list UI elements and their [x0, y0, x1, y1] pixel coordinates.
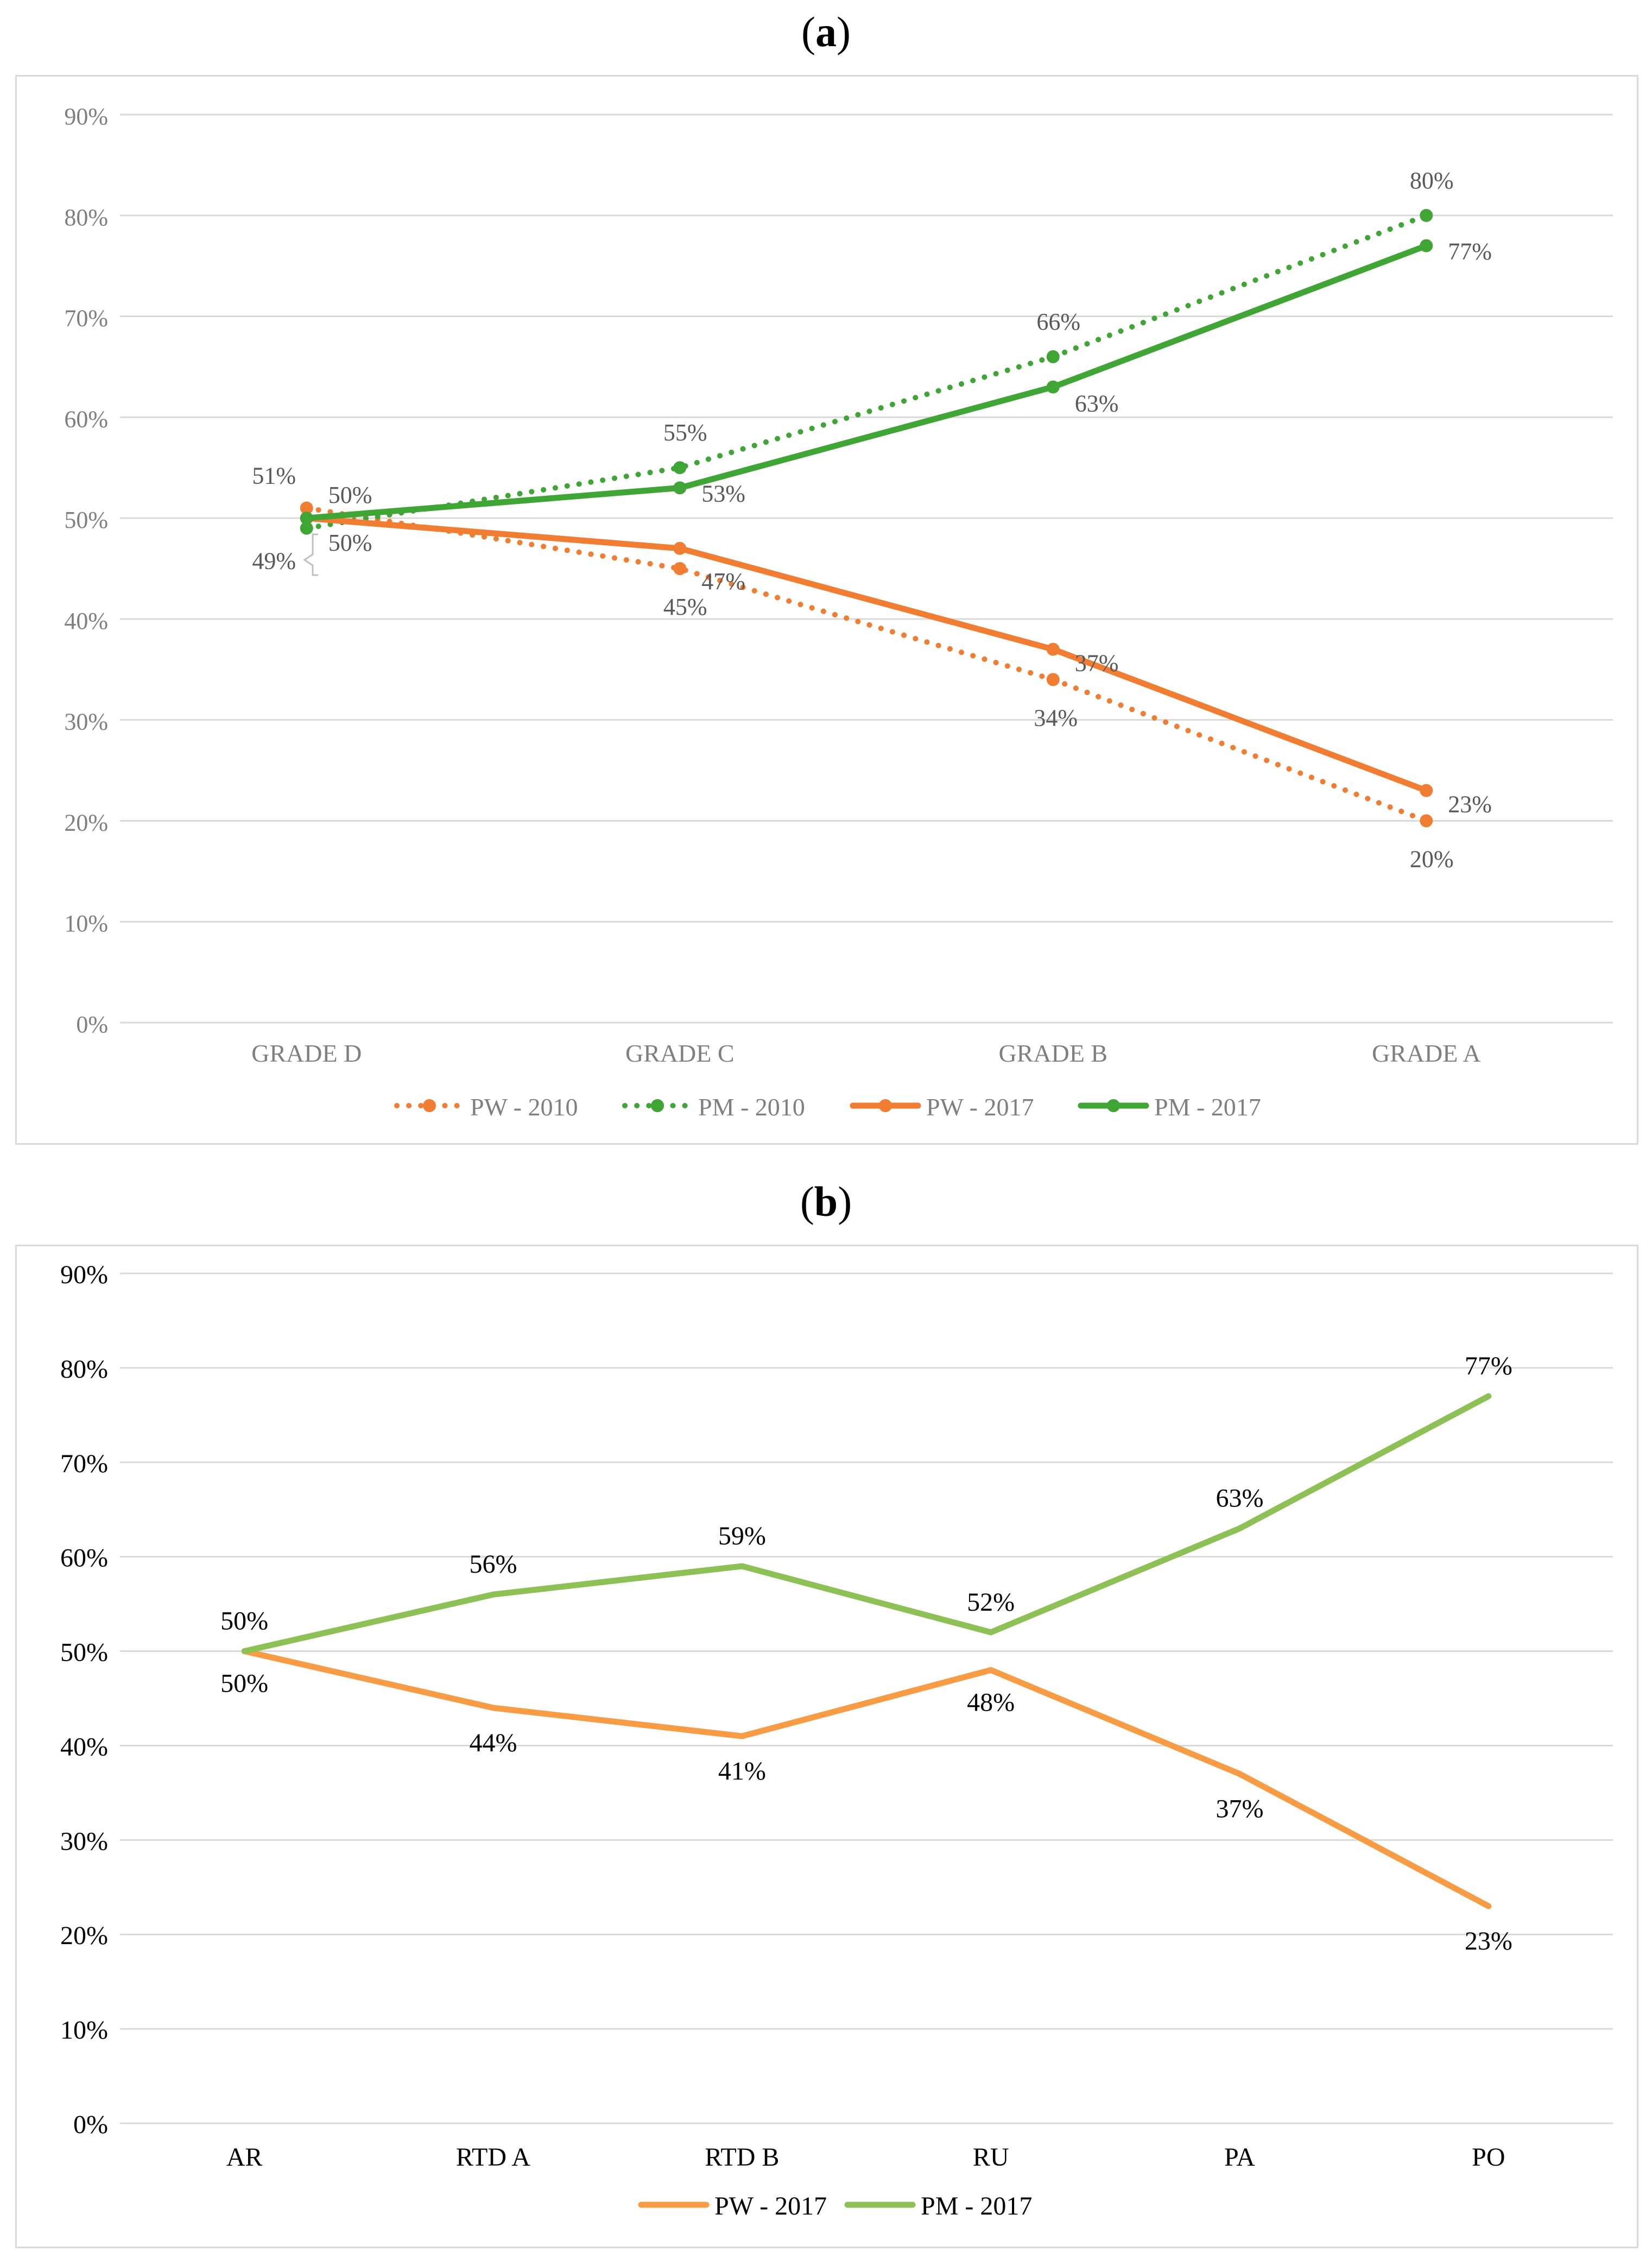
chart-a: 0% 10% 20% 30% 40% 50% 60% 70% 80% 90% GRADE D GRAD… — [64, 103, 1613, 1121]
b-y-tick-label: 10% — [60, 2016, 108, 2045]
b-y-tick-label: 90% — [60, 1260, 108, 1289]
a-legend-marker — [423, 1099, 436, 1112]
a-point-marker — [1046, 380, 1060, 394]
a-data-label: 66% — [1036, 308, 1080, 335]
a-data-label: 45% — [663, 594, 707, 620]
b-y-tick-label: 40% — [60, 1732, 108, 1761]
a-point-marker — [1046, 673, 1060, 686]
a-x-tick-label: GRADE C — [625, 1039, 735, 1067]
a-data-label: 77% — [1448, 238, 1492, 265]
a-data-label: 63% — [1075, 390, 1119, 417]
b-data-label: 56% — [470, 1550, 517, 1579]
a-data-label: 37% — [1075, 650, 1119, 677]
panel-b-title: (b) — [800, 1178, 852, 1225]
a-point-marker — [1046, 642, 1060, 656]
b-data-label: 48% — [967, 1688, 1015, 1717]
a-y-tick-label: 90% — [64, 103, 108, 130]
panel-a-letter: a — [815, 8, 837, 55]
b-y-tick-label: 0% — [73, 2110, 108, 2139]
a-y-tick-label: 70% — [64, 305, 108, 332]
b-data-label: 77% — [1465, 1352, 1512, 1380]
b-data-label: 37% — [1216, 1795, 1264, 1824]
a-legend-label: PM - 2010 — [698, 1093, 805, 1121]
a-point-marker — [673, 481, 687, 495]
a-data-label: 51% — [252, 463, 296, 489]
b-series-line-0 — [241, 1648, 1492, 1909]
b-x-tick-label: PO — [1472, 2143, 1505, 2172]
b-y-tick-label: 70% — [60, 1449, 108, 1478]
b-x-tick-label: RTD A — [456, 2143, 530, 2172]
a-y-tick-label: 30% — [64, 709, 108, 735]
b-y-tick-label: 60% — [60, 1544, 108, 1573]
b-data-label: 41% — [718, 1757, 766, 1786]
a-point-marker — [300, 501, 313, 515]
a-point-marker — [300, 512, 313, 525]
b-y-tick-label: 30% — [60, 1827, 108, 1856]
a-data-label: 23% — [1448, 791, 1492, 818]
a-data-label: 47% — [701, 568, 745, 595]
panel-a-title: (a) — [801, 8, 851, 55]
a-y-tick-label: 50% — [64, 507, 108, 533]
b-data-label: 44% — [470, 1729, 517, 1757]
b-x-tick-label: RTD B — [705, 2143, 779, 2172]
a-point-marker — [1420, 239, 1433, 253]
a-y-tick-label: 0% — [76, 1011, 108, 1038]
b-legend-label: PW - 2017 — [714, 2192, 827, 2221]
b-y-tick-label: 80% — [60, 1355, 108, 1384]
a-point-marker — [1420, 784, 1433, 797]
a-point-marker — [673, 461, 687, 475]
a-point-marker — [1420, 209, 1433, 222]
a-point-marker — [300, 521, 313, 535]
a-data-label: 20% — [1410, 846, 1454, 872]
a-series-line-0 — [303, 505, 1429, 824]
a-data-label: 34% — [1034, 704, 1078, 731]
a-y-tick-label: 80% — [64, 204, 108, 231]
b-data-label: 50% — [220, 1607, 268, 1636]
chart-b-frame: 0% 10% 20% 30% 40% 50% 60% 70% 80% 90% AR RTD A RTD … — [15, 1245, 1638, 2248]
b-data-label: 59% — [718, 1522, 766, 1550]
b-legend-label: PM - 2017 — [921, 2192, 1032, 2221]
a-x-tick-label: GRADE D — [251, 1039, 362, 1067]
a-data-label: 50% — [328, 482, 372, 508]
a-legend-label: PW - 2017 — [926, 1093, 1034, 1121]
b-series-line-1 — [241, 1393, 1492, 1655]
b-data-label: 52% — [967, 1588, 1015, 1617]
a-x-tick-label: GRADE A — [1372, 1039, 1481, 1067]
a-point-marker — [1046, 350, 1060, 363]
a-point-marker — [673, 541, 687, 555]
b-x-tick-label: PA — [1224, 2143, 1255, 2172]
a-legend-label: PM - 2017 — [1154, 1093, 1261, 1121]
a-data-label: 50% — [328, 529, 372, 556]
a-data-label: 53% — [701, 480, 745, 507]
a-series-line-2 — [303, 515, 1429, 794]
a-y-tick-label: 60% — [64, 406, 108, 432]
a-y-tick-label: 20% — [64, 809, 108, 836]
chart-a-frame: 0% 10% 20% 30% 40% 50% 60% 70% 80% 90% GRADE D GRAD… — [15, 75, 1638, 1145]
a-y-tick-label: 10% — [64, 910, 108, 937]
a-data-label: 55% — [663, 419, 707, 446]
a-data-label: 49% — [252, 548, 296, 575]
a-y-tick-label: 40% — [64, 608, 108, 634]
a-legend-marker — [651, 1099, 664, 1112]
b-y-tick-label: 50% — [60, 1638, 108, 1667]
a-legend-marker — [1107, 1099, 1120, 1112]
b-data-label: 23% — [1465, 1927, 1512, 1956]
b-data-label: 50% — [220, 1669, 268, 1698]
b-y-tick-label: 20% — [60, 1921, 108, 1950]
panel-b-letter: b — [814, 1178, 838, 1225]
b-x-tick-label: AR — [226, 2143, 263, 2172]
a-legend-marker — [879, 1099, 892, 1112]
a-series-line-1 — [303, 212, 1429, 531]
a-label-leader — [303, 533, 318, 576]
a-data-label: 80% — [1410, 167, 1454, 194]
a-x-tick-label: GRADE B — [998, 1039, 1107, 1067]
a-series-line-3 — [303, 243, 1429, 521]
a-legend-label: PW - 2010 — [470, 1093, 578, 1121]
b-x-tick-label: RU — [973, 2143, 1009, 2172]
a-point-marker — [1420, 814, 1433, 828]
chart-b: 0% 10% 20% 30% 40% 50% 60% 70% 80% 90% AR RTD A RTD … — [60, 1260, 1613, 2221]
a-point-marker — [673, 562, 687, 575]
b-data-label: 63% — [1216, 1484, 1264, 1513]
